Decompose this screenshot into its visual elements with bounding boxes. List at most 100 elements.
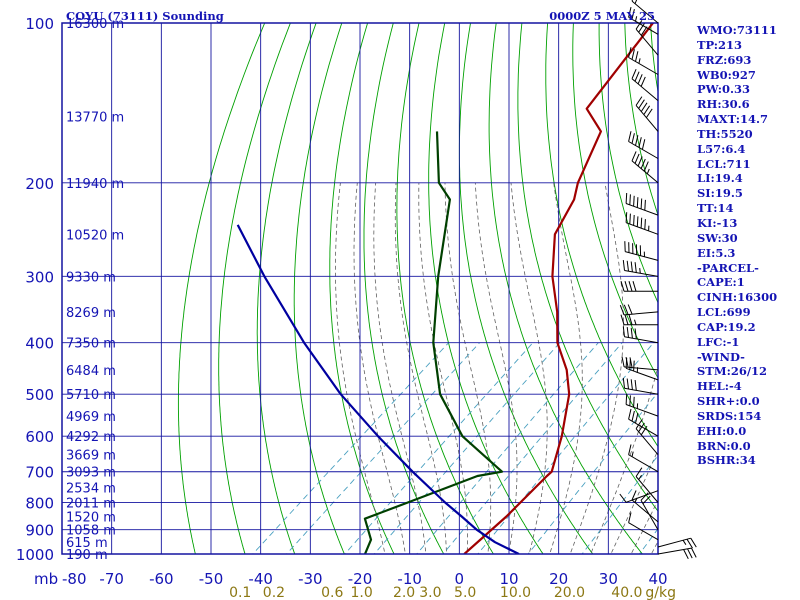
wind-barb-feather [622,260,625,271]
index-item: WMO:73111 [697,23,777,37]
height-label: 11940 m [66,177,124,192]
wind-barb [628,47,659,75]
wind-barb-staff [628,418,659,437]
index-item: TP:213 [697,37,743,52]
wind-barb-staff [657,537,691,548]
wind-barb-feather [625,212,628,223]
wind-barb [624,241,659,261]
index-item: LFC:-1 [697,334,740,349]
temperature-tick-label: 10 [499,570,518,588]
height-label: 3669 m [66,449,116,464]
temperature-tick-label: -10 [397,570,422,588]
wind-barb-feather [637,74,643,85]
index-item: SRDS:154 [697,408,762,423]
wind-barb-staff [631,499,659,523]
wind-barb-feather [640,158,646,169]
mixing-ratio-tick-label: 3.0 [419,585,441,600]
wind-barb-feather [629,194,631,205]
wind-barb [628,408,659,437]
mixing-ratio-line [252,342,450,554]
moist-adiabat [373,182,427,554]
wind-barb-feather [629,213,631,225]
index-item: HEL:-4 [697,379,742,394]
height-label: 7350 m [66,337,116,352]
wind-barb-half-feather [635,16,638,22]
index-item: BSHR:34 [697,453,756,468]
wind-barb-staff [625,203,659,216]
wind-barb-staff [624,387,659,395]
wind-barb-staff [628,522,659,541]
valid-time: 0000Z 5 MAY 25 [549,9,655,23]
wind-barb [625,212,659,235]
wind-barb-feather [628,131,632,142]
pressure-tick-label: 800 [25,495,54,513]
dry-adiabat [517,23,658,512]
wind-barb-staff [631,0,659,24]
wind-barb-staff [631,160,659,184]
wind-barb-staff [625,367,659,381]
height-label: 190 m [66,548,108,563]
wind-barb-feather [638,422,645,432]
wind-barb-feather [644,219,646,230]
wind-barb [628,6,659,35]
temperature-tick-label: -40 [248,570,273,588]
index-item: CAP:19.2 [697,319,756,334]
wind-barb [619,304,659,316]
wind-barb-feather [630,261,633,272]
wind-barb-feather [631,133,635,144]
temperature-tick-label: -20 [348,570,373,588]
temperature-tick-label: 40 [648,570,667,588]
wind-barb-feather [638,99,645,109]
mixing-ratio-tick-label: 10.0 [500,585,531,600]
wind-barb-staff [625,251,659,261]
wind-barb-feather [633,360,635,372]
mixing-ratio-tick-label: 1.0 [350,585,372,600]
indices-panel: WMO:73111 TP:213 FRZ:693 WB0:927 PW:0.33 RH:3… [697,23,797,468]
wind-barb-feather [633,195,635,207]
moist-adiabat [353,182,406,554]
wind-barb-feather [690,537,697,548]
dry-adiabat [572,23,658,379]
height-label: 1520 m [66,511,116,526]
wind-barb-feather [642,495,651,505]
wind-barb-half-feather [646,168,650,174]
wind-barb-feather [641,139,646,150]
wind-barb-feather [686,538,693,549]
wind-barb-feather [634,328,637,339]
height-label: 4969 m [66,410,116,425]
moist-adiabat [590,364,658,554]
wind-barb [657,537,697,549]
wind-barb [635,96,659,132]
wind-barb [628,512,659,541]
index-item: WB0:927 [697,67,756,82]
wind-barb-staff [628,141,659,159]
index-item: -WIND- [697,349,745,364]
wind-barb-staff [657,547,692,555]
wind-barb-feather [637,156,643,167]
wind-barb-feather [645,108,653,118]
wind-barb-staff [628,16,659,35]
wind-barb-feather [635,135,639,146]
height-label: 5710 m [66,388,116,403]
wind-barb-feather [636,197,639,208]
wind-barb-feather [623,304,629,315]
dry-adiabat [598,23,658,304]
wind-barb-feather [621,356,625,368]
temperature-tick-label: 0 [455,570,465,588]
wind-barb-feather [626,327,629,338]
wind-barb-feather [640,217,643,229]
wind-barb-feather [635,96,643,106]
moist-adiabat [394,182,447,554]
dry-adiabat [256,23,317,554]
mixing-ratio-line [416,342,599,554]
index-item: L57:6.4 [697,141,746,156]
wind-barb-staff [628,454,659,473]
index-item: FRZ:693 [697,52,752,67]
index-item: CAPE:1 [697,275,745,290]
dry-adiabat [428,23,544,554]
pressure-tick-label: 500 [25,386,54,404]
temperature-tick-label: -30 [298,570,323,588]
wind-barb-feather [683,549,689,560]
height-label: 13770 m [66,111,124,126]
pressure-tick-label: 700 [25,464,54,482]
